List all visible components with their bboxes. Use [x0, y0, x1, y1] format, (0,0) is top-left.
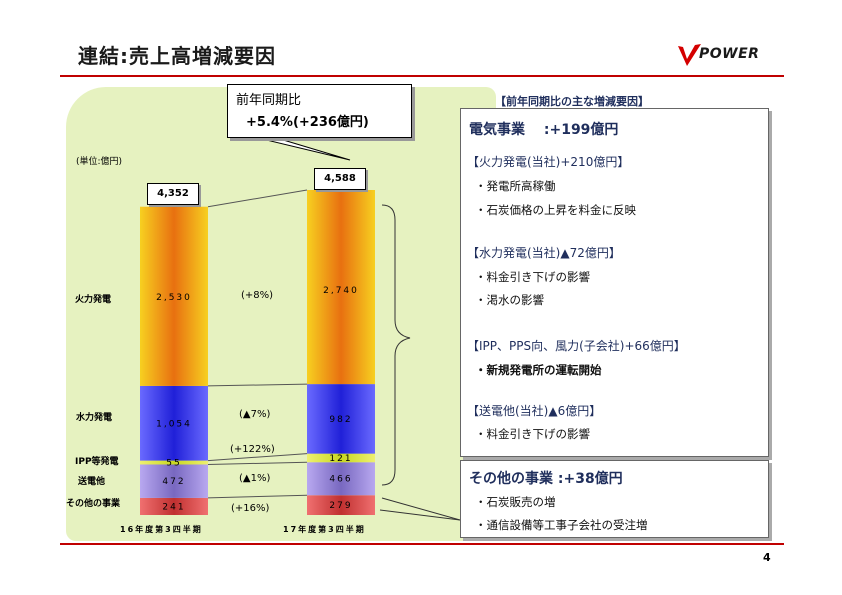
x-label-17: 17年度第3四半期	[283, 525, 366, 534]
bars	[140, 190, 375, 515]
bar-value-ipp-1: 121	[329, 454, 352, 464]
logo-text: POWER	[699, 46, 760, 62]
total-label-16: 4,352	[147, 183, 199, 205]
footer-divider	[60, 543, 784, 545]
yoy-callout	[227, 84, 412, 138]
bar-hydro-0	[140, 385, 208, 461]
chart-panel	[66, 87, 496, 541]
bar-other-1	[307, 495, 375, 515]
bar-transmission-0	[140, 464, 208, 498]
connector-line	[207, 189, 308, 208]
bar-value-thermal-1: 2,740	[323, 286, 359, 296]
unit-label: (単位:億円)	[76, 157, 123, 167]
page-title: 連結:売上高増減要因	[78, 44, 276, 68]
bar-thermal-0	[140, 206, 208, 386]
total-label-17: 4,588	[314, 168, 366, 190]
electric-title: 電気事業 :+199億円	[469, 122, 619, 138]
list-item: ・石炭価格の上昇を料金に反映	[475, 203, 636, 217]
change-label-other: (+16%)	[231, 503, 270, 514]
factors-header: 【前年同期比の主な増減要因】	[495, 95, 649, 108]
series-label-transmission: 送電他	[78, 477, 106, 487]
connector-line	[207, 461, 308, 465]
list-item: ・渇水の影響	[475, 293, 544, 307]
series-label-other: その他の事業	[66, 499, 121, 509]
other-connector-line	[381, 497, 461, 521]
change-label-hydro: (▲7%)	[239, 409, 271, 420]
bar-value-thermal-0: 2,530	[156, 293, 192, 303]
page-number: 4	[763, 551, 771, 564]
callout-value: +5.4%(+236億円)	[246, 115, 369, 130]
other-business-box	[460, 460, 769, 538]
connector-lines	[207, 189, 308, 499]
list-item: ・料金引き下げの影響	[475, 270, 590, 284]
bar-value-other-0: 241	[162, 502, 185, 512]
logo-mark-icon	[678, 44, 701, 66]
other-connector-line-lower	[379, 509, 461, 521]
bar-value-other-1: 279	[329, 501, 352, 511]
change-label-thermal: (+8%)	[241, 290, 274, 301]
callout-pointer	[249, 135, 351, 161]
other-title: その他の事業 :+38億円	[469, 471, 623, 487]
bar-hydro-1	[307, 384, 375, 454]
list-item: ・発電所高稼働	[475, 179, 556, 193]
bar-value-hydro-1: 982	[329, 415, 352, 425]
bar-thermal-1	[307, 190, 375, 385]
list-item: ・料金引き下げの影響	[475, 427, 590, 441]
callout-label: 前年同期比	[236, 93, 302, 108]
electric-business-box	[460, 108, 769, 457]
series-label-thermal: 火力発電	[75, 295, 112, 305]
list-item: ・通信設備等工事子会社の受注増	[475, 518, 648, 532]
bar-ipp-0	[140, 460, 208, 465]
bar-ipp-1	[307, 453, 375, 463]
change-label-transmission: (▲1%)	[239, 473, 271, 484]
section-head-hydro: 【水力発電(当社)▲72億円】	[467, 246, 621, 260]
bar-value-transmission-0: 472	[162, 477, 185, 487]
electric-brace	[381, 204, 411, 486]
list-item: ・新規発電所の運転開始	[475, 363, 602, 377]
bar-value-ipp-0: 55	[166, 459, 181, 469]
bar-value-transmission-1: 466	[329, 475, 352, 485]
bar-other-0	[140, 497, 208, 515]
series-label-ipp: IPP等発電	[75, 457, 119, 467]
company-logo: POWER	[675, 40, 785, 70]
series-label-hydro: 水力発電	[76, 413, 113, 423]
change-label-ipp: (+122%)	[230, 444, 275, 455]
section-head-thermal: 【火力発電(当社)+210億円】	[467, 155, 630, 169]
section-head-transmission: 【送電他(当社)▲6億円】	[467, 404, 602, 418]
connector-line	[207, 453, 308, 462]
title-divider	[60, 75, 784, 77]
connector-line	[207, 494, 308, 499]
list-item: ・石炭販売の増	[475, 495, 556, 509]
x-label-16: 16年度第3四半期	[120, 525, 203, 534]
bar-value-hydro-0: 1,054	[156, 419, 192, 429]
connector-line	[207, 383, 308, 387]
section-head-ipp: 【IPP、PPS向、風力(子会社)+66億円】	[467, 339, 686, 353]
bar-transmission-1	[307, 462, 375, 496]
bar-value-labels: 241 472 55 1,054 2,530 279 466 121 982 2,740	[156, 286, 359, 512]
